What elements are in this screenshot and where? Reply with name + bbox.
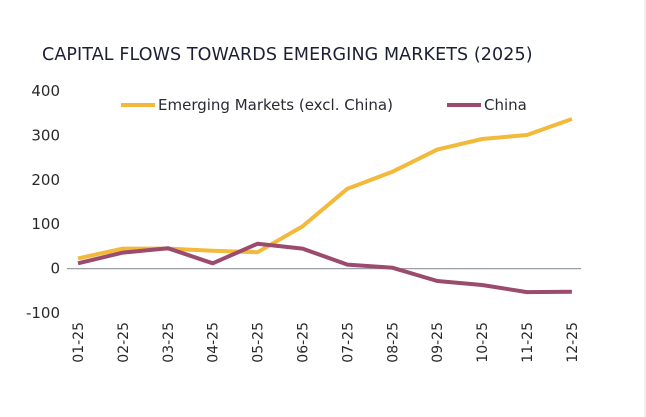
y-tick-label: -100: [26, 304, 60, 322]
x-tick-label: 09-25: [430, 322, 446, 363]
x-tick-label: 05-25: [251, 322, 267, 363]
y-tick-label: 300: [31, 126, 60, 144]
x-axis-ticks: 01-25 02-25 03-25 04-25 05-25 06-25 07-25 08-25…: [71, 322, 581, 363]
x-tick-label: 03-25: [161, 322, 177, 363]
legend: Emerging Markets (excl. China) China: [121, 96, 527, 114]
legend-label: China: [484, 96, 527, 114]
series-line-china: [77, 241, 572, 295]
y-tick-label: 400: [31, 82, 60, 100]
y-tick-label: 200: [31, 171, 60, 189]
series-layer: [77, 117, 573, 295]
x-tick-label: 11-25: [520, 322, 536, 363]
x-tick-label: 07-25: [340, 322, 356, 363]
series-line-emerging-markets: [77, 117, 573, 261]
x-tick-label: 01-25: [71, 322, 87, 363]
x-tick-label: 04-25: [206, 322, 222, 363]
y-tick-label: 100: [31, 215, 60, 233]
y-tick-label: 0: [50, 260, 60, 278]
legend-label: Emerging Markets (excl. China): [158, 96, 393, 114]
x-tick-label: 06-25: [296, 322, 312, 363]
x-tick-label: 12-25: [565, 322, 581, 363]
x-tick-label: 10-25: [475, 322, 491, 363]
x-tick-label: 02-25: [116, 322, 132, 363]
y-axis-ticks: 400 300 200 100 0 -100: [26, 82, 60, 322]
chart-title: CAPITAL FLOWS TOWARDS EMERGING MARKETS (…: [42, 45, 533, 65]
x-tick-label: 08-25: [385, 322, 401, 363]
